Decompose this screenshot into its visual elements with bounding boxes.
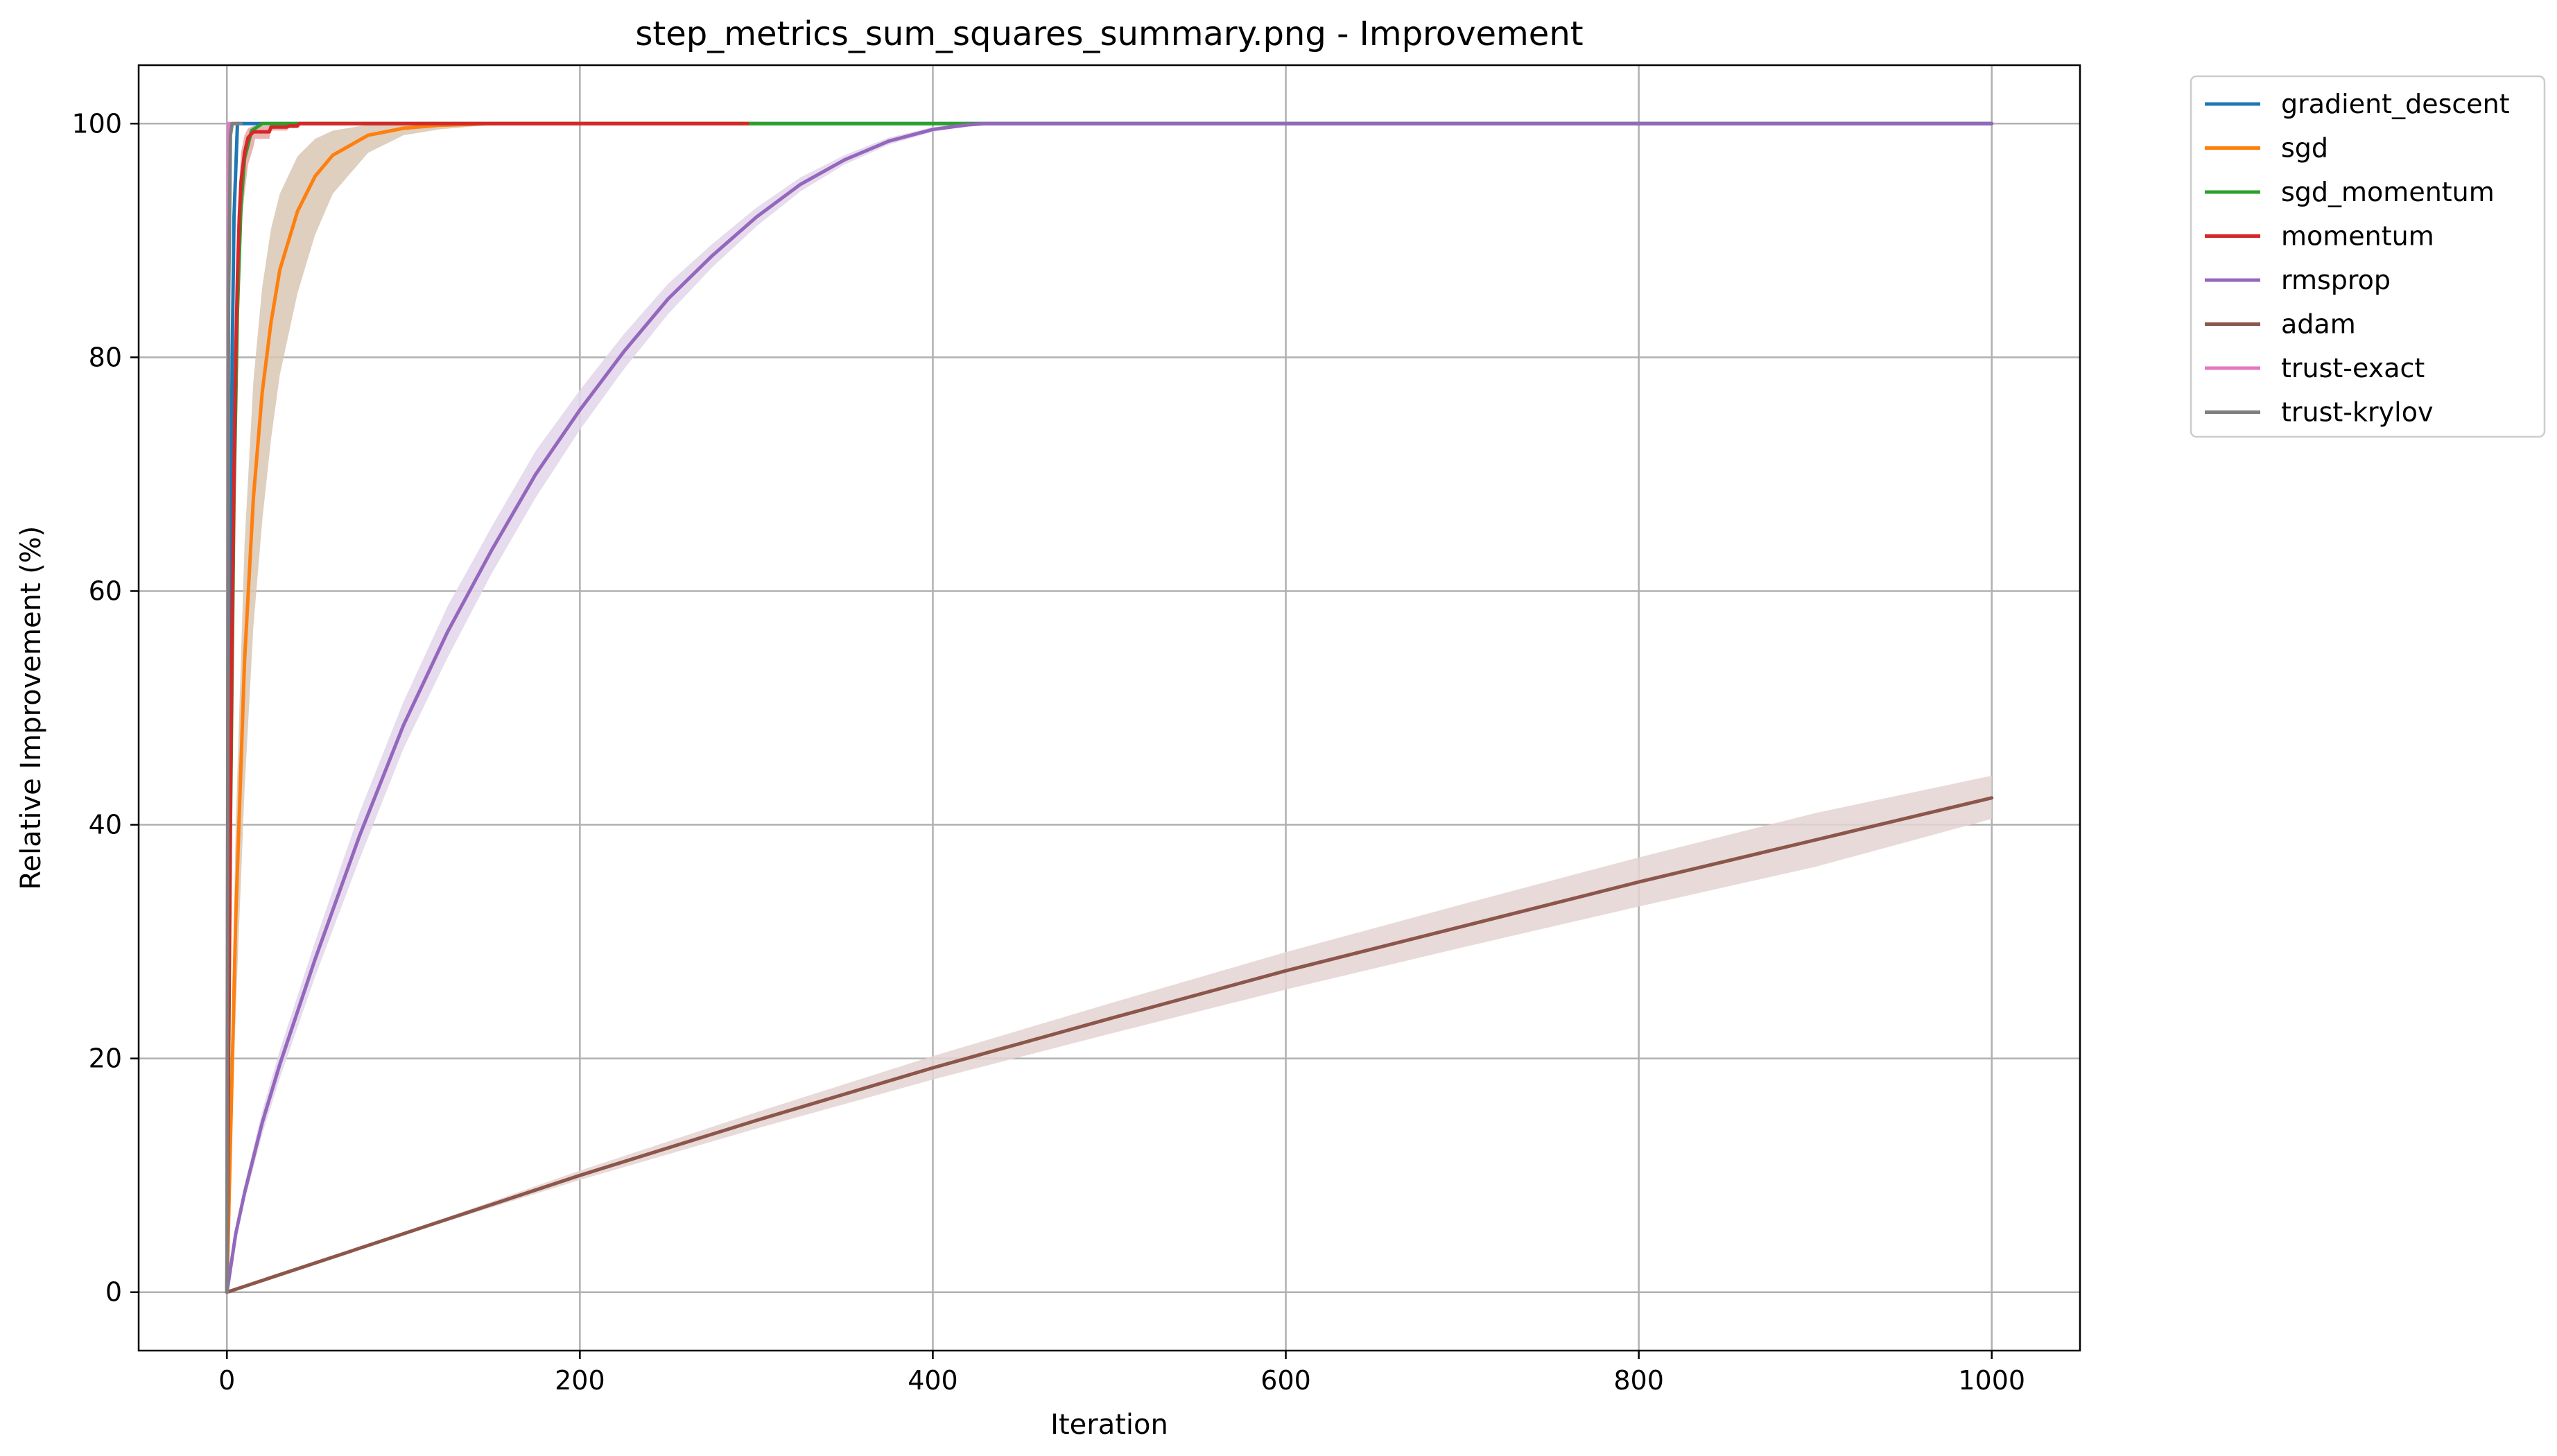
y-tick-label: 40 [89,810,122,840]
legend-box [2190,75,2546,438]
y-tick-label: 20 [89,1043,122,1074]
series-line-gradient_descent [225,121,1994,1294]
x-tick-label: 1000 [1958,1365,2025,1396]
series-layer [225,121,1994,1294]
series-line-sgd_momentum [225,121,1994,1294]
x-tick-label: 400 [908,1365,958,1396]
series-line-rmsprop [225,121,1994,1294]
y-tick-label: 80 [89,342,122,372]
grid-lines [139,65,2080,1351]
legend-label-gradient_descent: gradient_descent [2281,89,2510,119]
legend-label-momentum: momentum [2281,221,2434,252]
plot-frame [137,64,2081,1352]
series-line-adam [225,796,1994,1294]
x-tick-label: 800 [1613,1365,1664,1396]
y-tick-label: 100 [71,108,122,139]
chart-title: step_metrics_sum_squares_summary.png - I… [635,15,1583,53]
y-tick-label: 60 [89,575,122,606]
band-rmsprop [227,123,1992,1292]
y-tick-label: 0 [105,1277,122,1308]
x-tick-label: 0 [218,1365,235,1396]
band-adam [227,775,1992,1292]
y-axis-label: Relative Improvement (%) [15,526,47,890]
x-axis: 0 200 400 600 800 1000 [218,1351,2025,1396]
x-tick-label: 200 [555,1365,605,1396]
legend-label-adam: adam [2281,309,2356,340]
legend-label-trust-krylov: trust-krylov [2281,397,2433,428]
series-line-momentum [225,121,749,1294]
legend-label-trust-exact: trust-exact [2281,353,2425,383]
y-axis: 0 20 40 60 80 100 [71,108,139,1308]
legend-label-sgd_momentum: sgd_momentum [2281,177,2495,207]
band-sgd [227,123,756,1292]
x-tick-label: 600 [1260,1365,1311,1396]
legend-label-sgd: sgd [2281,133,2328,164]
series-line-trust-krylov [225,121,243,1294]
x-axis-label: Iteration [1050,1409,1168,1441]
legend-label-rmsprop: rmsprop [2281,265,2391,295]
band-layer [227,123,1992,1292]
